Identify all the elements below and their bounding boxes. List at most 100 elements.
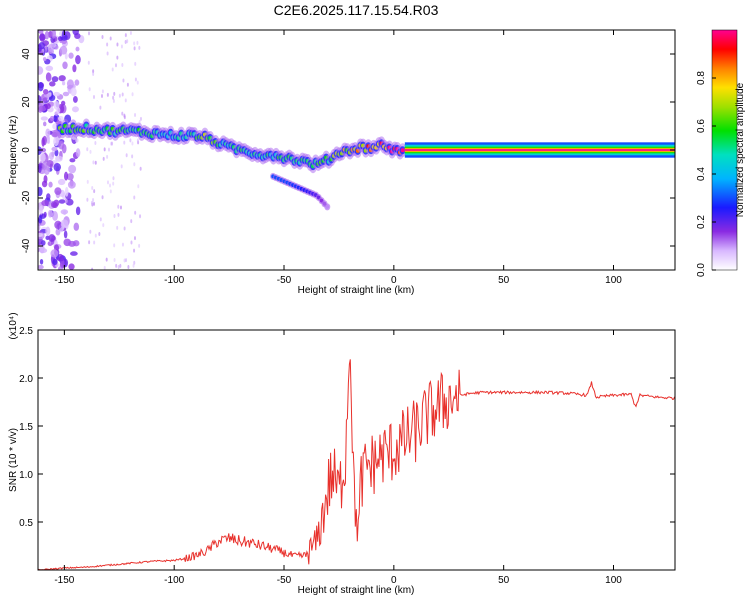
snr-x-tick-label: 50 [498, 575, 510, 586]
colorbar-tick-label: 0.0 [696, 263, 707, 277]
heatmap-noise-cell [124, 98, 127, 103]
heatmap-noise-cell [88, 87, 91, 92]
heatmap-noise-cell [40, 116, 48, 121]
heatmap-noise-cell [43, 211, 47, 218]
heatmap-noise-cell [92, 160, 95, 165]
heatmap-noise-cell [102, 223, 105, 228]
heatmap-noise-cell [52, 202, 58, 209]
heatmap-noise-cell [54, 187, 62, 195]
heatmap-noise-cell [51, 76, 59, 83]
heatmap-noise-cell [92, 95, 95, 100]
heatmap-noise-cell [75, 206, 81, 216]
heatmap-noise-cell [113, 91, 116, 96]
heatmap-noise-cell [50, 249, 59, 258]
heatmap-noise-cell [118, 93, 121, 98]
spectrogram-y-ticks: -40 -20 0 20 40 [21, 48, 675, 253]
heatmap-noise-cell [48, 181, 53, 188]
heatmap-noise-cell [115, 63, 118, 68]
heatmap-noise-cell [53, 115, 58, 123]
heatmap-noise-cell [66, 79, 74, 88]
heatmap-noise-cell [123, 258, 126, 263]
heatmap-noise-cell [73, 222, 80, 231]
heatmap-noise-cell [92, 71, 95, 76]
snr-y-tick-label: 0.5 [19, 518, 33, 529]
heatmap-noise-cell [106, 42, 109, 47]
heatmap-noise-cell [94, 160, 97, 165]
heatmap-noise-cell [138, 45, 141, 50]
heatmap-noise-cell [101, 89, 104, 94]
snr-x-tick-label: -100 [164, 575, 184, 586]
heatmap-noise-cell [123, 140, 126, 145]
heatmap-noise-cell [120, 164, 123, 169]
heatmap-noise-cell [131, 92, 134, 97]
heatmap-noise-cell [91, 186, 94, 191]
heatmap-noise-cell [70, 251, 78, 256]
heatmap-noise-cell [123, 226, 126, 231]
heatmap-noise-cell [121, 111, 124, 116]
spectrogram-x-tick-label: 100 [605, 275, 622, 286]
heatmap-noise-cell [90, 200, 93, 205]
heatmap-noise-cell [139, 214, 142, 219]
heatmap-noise-cell [51, 151, 55, 158]
heatmap-noise-cell [86, 179, 89, 184]
heatmap-noise-cell [121, 92, 124, 97]
heatmap-noise-cell [52, 123, 58, 130]
heatmap-noise-cell [59, 45, 68, 55]
heatmap-noise-cell [62, 91, 70, 97]
heatmap-noise-cell [134, 113, 137, 118]
heatmap-noise-cell [39, 51, 44, 56]
spectrogram-y-tick-label: 0 [21, 147, 32, 153]
heatmap-noise-cell [38, 232, 43, 237]
heatmap-noise-cell [134, 77, 137, 82]
heatmap-noise-cell [129, 31, 132, 36]
heatmap-noise-cell [122, 78, 125, 83]
snr-y-ticks: 0.5 1.0 1.5 2.0 2.5 [19, 326, 675, 529]
snr-y-label: SNR (10 * v/v) [8, 428, 19, 492]
snr-series-line [38, 359, 675, 570]
spectrogram-x-tick-label: -100 [164, 275, 184, 286]
heatmap-noise-cell [71, 106, 79, 113]
heatmap-noise-cell [94, 233, 97, 238]
heatmap-noise-cell [44, 103, 51, 110]
heatmap-noise-cell [41, 200, 50, 207]
heatmap-noise-cell [109, 183, 112, 188]
colorbar-gradient [711, 29, 738, 271]
heatmap-noise-cell [133, 41, 136, 46]
heatmap-noise-cell [87, 60, 90, 65]
heatmap-noise-cell [43, 121, 47, 127]
figure-title: C2E6.2025.117.15.54.R03 [274, 2, 439, 18]
heatmap-noise-cell [116, 42, 119, 47]
heatmap-noise-cell [125, 153, 128, 158]
spectrogram-y-tick-label: 20 [21, 96, 32, 108]
heatmap-noise-cell [103, 147, 106, 152]
heatmap-noise-cell [51, 131, 58, 138]
heatmap-noise-cell [64, 198, 68, 204]
snr-y-tick-label: 1.0 [19, 470, 33, 481]
heatmap-noise-cell [45, 65, 54, 72]
heatmap-noise-cell [53, 162, 61, 172]
heatmap-noise-cell [94, 140, 97, 145]
heatmap-noise-cell [105, 257, 108, 262]
heatmap-noise-cell [106, 154, 109, 159]
heatmap-noise-cell [46, 139, 51, 144]
colorbar-ticks: 0.0 0.2 0.4 0.6 0.8 [696, 71, 716, 277]
heatmap-noise-cell [123, 115, 126, 120]
heatmap-noise-cell [117, 265, 120, 270]
snr-x-ticks: -150 -100 -50 0 50 100 [54, 330, 622, 586]
heatmap-noise-cell [49, 81, 56, 87]
heatmap-noise-cell [75, 46, 80, 52]
heatmap-noise-cell [111, 67, 114, 72]
colorbar-tick-label: 0.6 [696, 119, 707, 133]
heatmap-noise-cell [43, 88, 49, 95]
heatmap-noise-cell [72, 30, 79, 36]
heatmap-noise-cell [62, 61, 68, 70]
heatmap-noise-cell [130, 219, 133, 224]
heatmap-noise-cell [54, 220, 62, 230]
heatmap-noise-cell [58, 115, 64, 122]
snr-x-tick-label: 100 [605, 575, 622, 586]
heatmap-noise-cell [88, 31, 91, 36]
heatmap-noise-cell [101, 93, 104, 98]
heatmap-noise-cell [127, 264, 130, 269]
heatmap-noise-cell [64, 186, 69, 197]
